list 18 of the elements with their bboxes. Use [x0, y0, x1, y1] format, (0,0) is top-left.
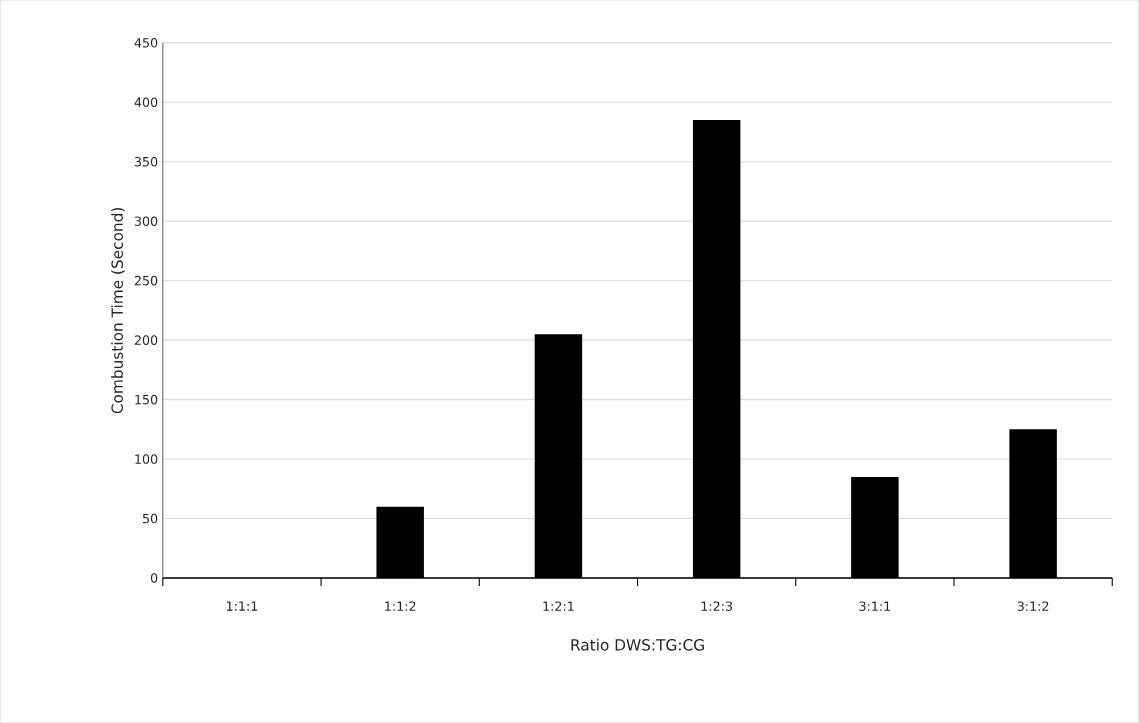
x-tick-label: 1:2:1 — [543, 601, 574, 611]
x-tick-label: 1:1:2 — [385, 601, 416, 611]
y-axis-title: Combustion Time (Second) — [111, 208, 125, 414]
y-tick-label: 200 — [134, 335, 158, 346]
y-tick-label: 400 — [134, 97, 158, 108]
y-tick-label: 250 — [134, 275, 158, 286]
y-tick-label: 300 — [134, 216, 158, 227]
x-tick-label: 3:1:1 — [859, 601, 891, 612]
y-tick-label: 0 — [150, 573, 158, 583]
y-tick-label: 450 — [134, 38, 158, 48]
x-tick-label: 1:1:1 — [226, 601, 258, 611]
x-axis-title: Ratio DWS:TG:CG — [571, 638, 704, 651]
y-tick-label: 50 — [142, 513, 158, 524]
y-tick-label: 350 — [134, 157, 158, 167]
y-tick-label: 150 — [135, 394, 158, 405]
x-tick-label: 1:2:3 — [701, 601, 732, 612]
y-tick-label: 100 — [135, 454, 158, 464]
x-tick-label: 3:1:2 — [1017, 601, 1049, 612]
